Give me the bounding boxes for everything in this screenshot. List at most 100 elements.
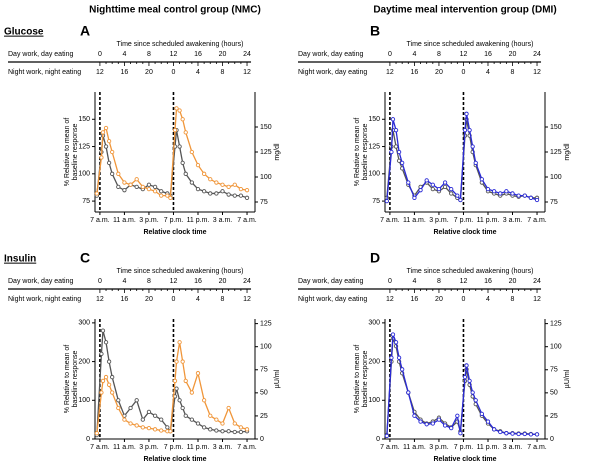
data-point	[195, 162, 201, 168]
data-point	[238, 429, 244, 435]
top-axis-row-label: Day work, day eating	[8, 278, 73, 285]
x-tick-label: 7 a.m.	[237, 217, 257, 224]
data-point	[522, 193, 527, 198]
y2-tick-label: 25	[260, 413, 268, 420]
data-point	[430, 421, 435, 426]
data-point	[226, 429, 231, 434]
series-line	[386, 334, 538, 436]
data-point	[110, 374, 115, 380]
top-axis-tick-label: 0	[172, 69, 176, 76]
y2-axis-title: mg/dl	[564, 143, 571, 161]
top-axis-tick-label: 0	[462, 69, 466, 76]
x-tick-label: 11 p.m.	[187, 217, 210, 224]
data-point	[189, 149, 195, 155]
data-point	[498, 429, 503, 435]
x-tick-label: 7 a.m.	[90, 444, 110, 451]
data-point	[152, 184, 158, 190]
data-point	[168, 429, 173, 434]
top-axis-tick-label: 0	[98, 278, 102, 285]
data-point	[238, 186, 244, 192]
x-tick-label: 7 p.m.	[454, 444, 474, 451]
top-axis-tick-label: 16	[411, 296, 419, 303]
y-tick-label: 0	[376, 436, 380, 443]
panel-letter: D	[370, 250, 380, 266]
data-point	[522, 431, 527, 437]
y-tick-label: 150	[78, 116, 90, 123]
y2-tick-label: 25	[550, 413, 558, 420]
y2-axis-title: µU/ml	[274, 369, 281, 388]
top-axis-tick-label: 0	[172, 296, 176, 303]
data-point	[485, 186, 491, 192]
data-point	[390, 332, 396, 337]
top-axis-tick-label: 12	[386, 69, 394, 76]
data-point	[208, 427, 213, 432]
data-point	[389, 149, 394, 155]
y-tick-label: 125	[368, 143, 380, 150]
data-point	[134, 423, 139, 428]
data-point	[116, 398, 121, 403]
top-axis-tick-label: 4	[122, 51, 126, 58]
y-tick-label: 125	[78, 143, 90, 150]
data-point	[220, 189, 225, 194]
y-axis-title: baseline response	[362, 123, 369, 180]
data-point	[189, 180, 195, 185]
top-axis-tick-label: 0	[388, 51, 392, 58]
y2-tick-label: 50	[550, 390, 558, 397]
data-point	[389, 355, 394, 360]
data-point	[201, 189, 207, 194]
x-tick-label: 11 a.m.	[113, 217, 136, 224]
y2-tick-label: 150	[550, 124, 562, 131]
data-point	[177, 398, 182, 403]
x-tick-label: 7 a.m.	[90, 217, 110, 224]
top-axis-tick-label: 8	[221, 296, 225, 303]
data-point	[146, 186, 152, 192]
data-point	[470, 390, 475, 395]
data-point	[226, 405, 231, 411]
data-point	[174, 386, 179, 391]
data-point	[140, 184, 145, 190]
top-axis-title: Time since scheduled awakening (hours)	[117, 41, 244, 48]
y-tick-label: 100	[368, 397, 380, 404]
top-axis-tick-label: 20	[509, 51, 517, 58]
data-point	[172, 128, 178, 133]
y2-tick-label: 125	[550, 149, 562, 156]
data-point	[134, 398, 139, 403]
y2-tick-label: 100	[260, 174, 272, 181]
data-point	[424, 422, 429, 427]
data-point	[244, 427, 250, 432]
data-point	[116, 171, 121, 176]
x-axis-title: Relative clock time	[433, 229, 496, 236]
x-tick-label: 3 p.m.	[429, 444, 449, 451]
y2-tick-label: 75	[260, 367, 268, 374]
data-point	[134, 177, 139, 182]
top-axis-title: Time since scheduled awakening (hours)	[407, 268, 534, 275]
y2-tick-label: 125	[260, 149, 272, 156]
y-tick-label: 300	[368, 320, 380, 327]
top-axis-row-label: Day work, day eating	[298, 278, 363, 285]
data-point	[99, 351, 104, 356]
x-axis-title: Relative clock time	[143, 229, 206, 236]
y2-axis-title: µU/ml	[564, 369, 571, 388]
top-axis-tick-label: 8	[437, 51, 441, 58]
data-point	[201, 171, 207, 176]
data-point	[106, 359, 112, 364]
data-point	[189, 417, 195, 422]
data-point	[491, 189, 497, 194]
data-point	[232, 182, 237, 187]
data-point	[473, 160, 478, 166]
top-axis-tick-label: 12	[386, 296, 394, 303]
panel: Nighttime meal control group (NMC) Glucos…	[4, 5, 281, 236]
data-point	[128, 405, 133, 411]
column-title: Nighttime meal control group (NMC)	[89, 5, 261, 16]
y-tick-label: 75	[82, 198, 90, 205]
top-axis-tick-label: 12	[96, 296, 104, 303]
data-point	[128, 421, 133, 426]
data-point	[214, 417, 219, 422]
x-tick-label: 11 p.m.	[477, 217, 500, 224]
series-line	[96, 342, 248, 434]
data-point	[152, 189, 158, 194]
top-axis-tick-label: 20	[435, 296, 443, 303]
data-point	[412, 413, 417, 418]
data-point	[504, 189, 509, 194]
top-axis-tick-label: 20	[509, 278, 517, 285]
